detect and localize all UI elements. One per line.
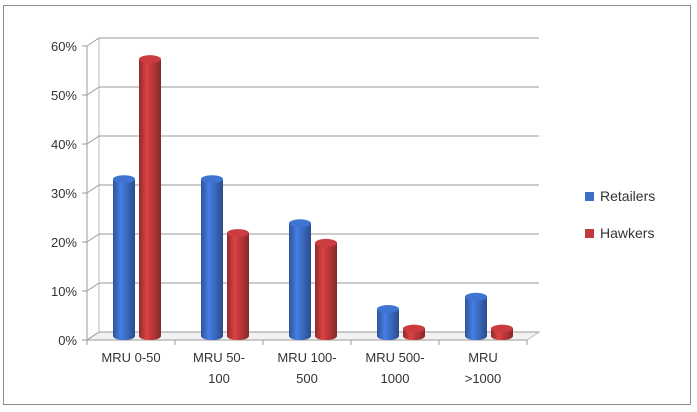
retailers-bar-2 <box>289 223 311 340</box>
x-tick-label: >1000 <box>465 371 502 386</box>
x-tick-label: MRU <box>468 350 498 365</box>
retailers-bar-4-top <box>465 292 487 301</box>
legend-swatch-retailers <box>585 191 594 201</box>
x-tick-label: MRU 50- <box>193 350 245 365</box>
legend-item-retailers: Retailers <box>585 186 655 206</box>
retailers-bar-0-top <box>113 175 135 184</box>
gridline-depth <box>86 86 100 96</box>
legend-swatch-hawkers <box>585 228 594 238</box>
hawkers-bar-1 <box>227 233 249 340</box>
hawkers-bar-1-top <box>227 229 249 238</box>
gridline-depth <box>86 282 100 292</box>
retailers-bar-1-top <box>201 175 223 184</box>
retailers-bar-1 <box>201 179 223 340</box>
x-tick-label: 100 <box>208 371 230 386</box>
gridline-depth <box>86 233 100 243</box>
legend-label-hawkers: Hawkers <box>600 225 655 241</box>
retailers-bar-2-top <box>289 219 311 228</box>
retailers-bar-3-top <box>377 305 399 314</box>
gridline-depth <box>86 331 100 341</box>
x-tick-label: MRU 100- <box>277 350 336 365</box>
y-tick-label: 0% <box>58 333 77 348</box>
x-tick-label: MRU 500- <box>365 350 424 365</box>
gridline-depth <box>86 37 100 47</box>
y-tick-label: 40% <box>51 137 77 152</box>
hawkers-bar-3-top <box>403 324 425 333</box>
hawkers-bar-0-top <box>139 55 161 64</box>
y-tick-label: 30% <box>51 186 77 201</box>
hawkers-bar-2-top <box>315 238 337 247</box>
x-tick-label: 1000 <box>381 371 410 386</box>
y-tick-label: 60% <box>51 39 77 54</box>
legend-label-retailers: Retailers <box>600 188 656 204</box>
retailers-bar-3 <box>377 309 399 340</box>
legend-item-hawkers: Hawkers <box>585 223 655 243</box>
y-tick-label: 10% <box>51 284 77 299</box>
y-tick-label: 20% <box>51 235 77 250</box>
retailers-bar-4 <box>465 296 487 340</box>
hawkers-bar-4-top <box>491 324 513 333</box>
gridline-depth <box>86 135 100 145</box>
legend: Retailers Hawkers <box>585 186 655 260</box>
retailers-bar-0 <box>113 179 135 340</box>
x-tick-label: 500 <box>296 371 318 386</box>
hawkers-bar-0 <box>139 59 161 341</box>
y-tick-label: 50% <box>51 88 77 103</box>
hawkers-bar-2 <box>315 242 337 340</box>
x-tick-label: MRU 0-50 <box>101 350 160 365</box>
gridline-depth <box>86 184 100 194</box>
